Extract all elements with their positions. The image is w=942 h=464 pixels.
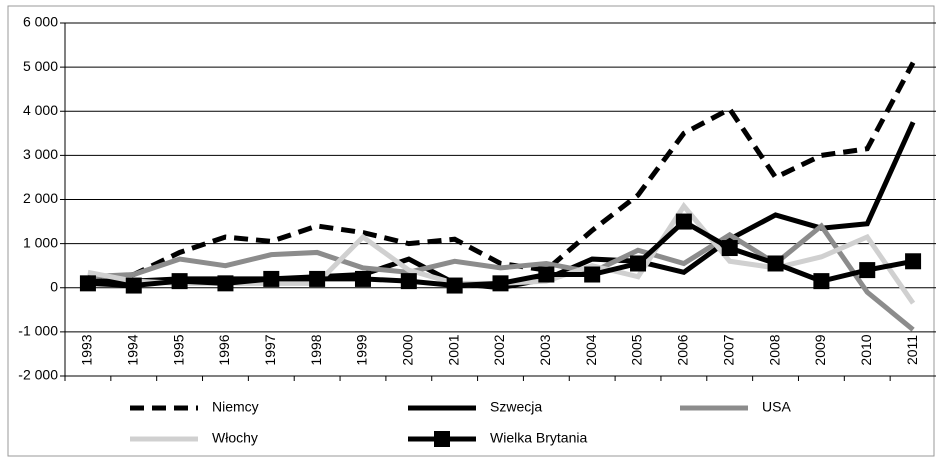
marker [309,270,326,287]
legend-label: Włochy [212,430,258,446]
marker [905,253,922,270]
x-tick-label: 2010 [858,334,874,365]
legend-label: Wielka Brytania [490,430,587,446]
y-tick-label: 2 000 [23,190,58,206]
x-tick-label: 2009 [812,334,828,365]
marker [721,240,738,257]
marker [630,255,647,272]
marker [492,275,509,292]
marker [584,266,601,283]
marker [675,213,692,230]
x-tick-label: 2000 [400,334,416,365]
y-tick-label: 5 000 [23,58,58,74]
x-tick-label: 2002 [491,334,507,365]
x-tick-label: 2001 [445,334,461,365]
y-tick-label: 6 000 [23,14,58,30]
legend-label: Niemcy [212,399,259,415]
marker [217,275,234,292]
marker [767,255,784,272]
x-tick-label: 2011 [904,335,920,365]
y-tick-label: 1 000 [23,234,58,250]
legend-label: Szwecja [490,399,542,415]
marker [400,273,417,290]
marker [859,262,876,279]
x-tick-label: 1994 [124,334,140,365]
marker [171,273,188,290]
series-line [87,61,916,282]
x-tick-label: 2004 [583,334,599,365]
y-tick-label: -1 000 [18,323,58,339]
x-tick-label: 1995 [170,334,186,365]
x-tick-label: 2006 [675,334,691,365]
marker [79,275,96,292]
x-tick-label: 2008 [766,334,782,365]
legend-label: USA [762,399,791,415]
marker [354,270,371,287]
x-tick-label: 2007 [720,334,736,365]
frame [7,5,935,457]
y-tick-label: -2 000 [18,367,58,383]
x-tick-label: 2005 [629,334,645,365]
y-tick-label: 4 000 [23,102,58,118]
marker [538,266,555,283]
marker [263,270,280,287]
marker [446,277,463,294]
marker [125,277,142,294]
x-tick-label: 1993 [79,334,95,365]
legend-marker [434,431,450,447]
x-tick-label: 1999 [354,334,370,365]
x-tick-label: 1996 [216,334,232,365]
x-tick-label: 2003 [537,334,553,365]
y-tick-label: 0 [50,278,58,294]
marker [813,273,830,290]
x-tick-label: 1998 [308,334,324,365]
y-tick-label: 3 000 [23,146,58,162]
x-tick-label: 1997 [262,334,278,365]
